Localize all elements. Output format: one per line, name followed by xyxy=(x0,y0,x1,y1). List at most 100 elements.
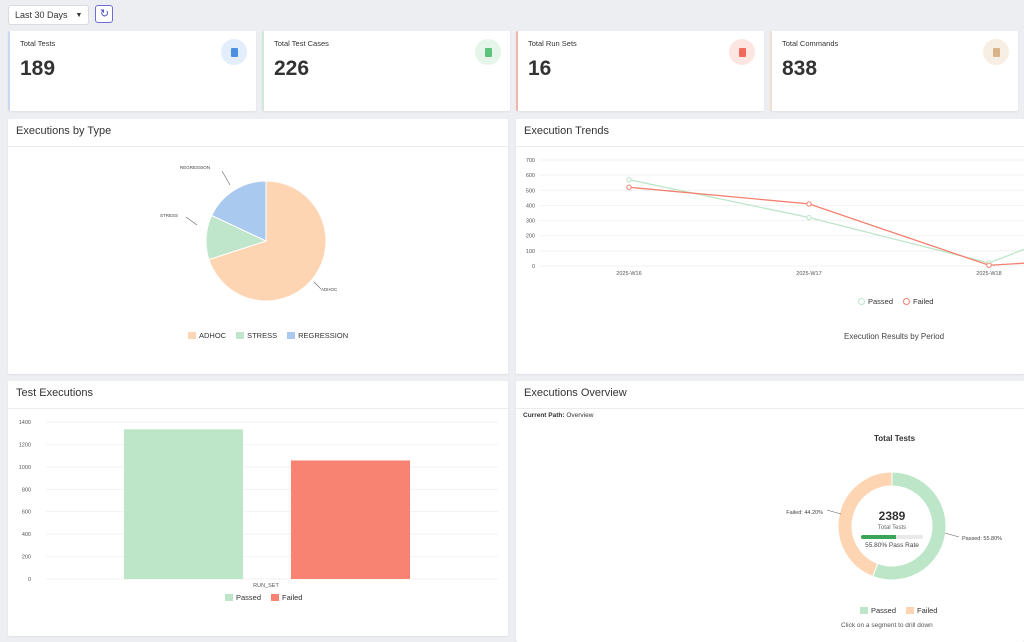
data-point[interactable] xyxy=(986,262,992,268)
data-point[interactable] xyxy=(626,184,632,190)
legend-item-passed[interactable]: Passed xyxy=(860,606,896,615)
date-range-label: Last 30 Days xyxy=(15,10,68,20)
legend-item-passed[interactable]: Passed xyxy=(858,297,893,306)
legend-item-failed[interactable]: Failed xyxy=(271,593,302,602)
y-tick-label: 500 xyxy=(526,188,535,194)
legend-item-adhoc[interactable]: ADHOC xyxy=(188,331,226,340)
drill-down-hint: Click on a segment to drill down xyxy=(841,622,933,629)
legend-label: Passed xyxy=(236,593,262,602)
total-tests-label: Total Tests xyxy=(877,525,907,531)
pass-rate-text: 55.80% Pass Rate xyxy=(865,542,919,549)
data-point[interactable] xyxy=(806,214,812,221)
data-point[interactable] xyxy=(626,176,632,183)
x-tick-label: 2025-W17 xyxy=(796,271,821,277)
panel-title: Test Executions xyxy=(16,387,94,399)
overview-legend: Passed Failed xyxy=(860,606,937,615)
panel-title: Execution Trends xyxy=(524,125,609,137)
pie-slice-regression[interactable] xyxy=(211,180,267,242)
y-tick-label: 600 xyxy=(22,510,31,516)
breadcrumb-value[interactable]: Overview xyxy=(566,412,594,419)
panel-executions-by-type: Executions by Type ADHOC STRESS REGRESSION… xyxy=(8,119,508,374)
pie-slice-adhoc[interactable] xyxy=(208,180,327,302)
total-tests-value: 2389 xyxy=(878,509,906,523)
date-range-select[interactable]: Last 30 Days ▼ xyxy=(8,5,90,25)
slice-label-line xyxy=(313,281,322,290)
chevron-down-icon: ▼ xyxy=(75,11,83,19)
x-tick-label: 2025-W18 xyxy=(976,271,1001,277)
legend-label: Passed xyxy=(868,297,894,306)
legend-label: Failed xyxy=(917,606,938,615)
refresh-button[interactable]: ↻ xyxy=(95,5,114,23)
donut-segment-failed[interactable] xyxy=(837,471,893,578)
slice-label: Passed: 55.80% xyxy=(962,536,1002,542)
series-line-failed xyxy=(628,186,1024,266)
stat-value: 16 xyxy=(528,57,552,80)
breadcrumb: Current Path: Overview xyxy=(523,412,593,419)
stat-value: 838 xyxy=(782,57,818,80)
donut-center: 2389 Total Tests 55.80% Pass Rate xyxy=(832,509,952,549)
slice-label-line xyxy=(185,216,198,226)
trends-legend: Passed Failed xyxy=(858,297,933,306)
legend-item-passed[interactable]: Passed xyxy=(225,593,261,602)
panel-executions-overview: Executions Overview Current Path: Overvi… xyxy=(516,381,1024,642)
slice-label-line xyxy=(221,170,231,186)
pass-rate-fill xyxy=(861,535,896,539)
run-sets-icon xyxy=(729,39,755,65)
pass-rate-bar xyxy=(861,535,923,539)
stat-label: Total Test Cases xyxy=(274,39,329,48)
y-tick-label: 1200 xyxy=(19,442,31,448)
x-tick-label: 2025-W16 xyxy=(616,271,641,277)
slice-label: Failed: 44.20% xyxy=(786,510,823,516)
panel-execution-trends: Execution Trends 0 100 200 300 400 500 600 700 2… xyxy=(516,119,1024,374)
x-tick-label: RUN_SET xyxy=(253,583,279,589)
bar-passed[interactable] xyxy=(124,429,243,579)
legend-item-stress[interactable]: STRESS xyxy=(236,331,277,340)
y-tick-label: 800 xyxy=(22,487,31,493)
y-tick-label: 200 xyxy=(22,555,31,561)
y-tick-label: 0 xyxy=(532,264,535,270)
panel-title: Executions Overview xyxy=(524,387,627,399)
stat-value: 189 xyxy=(20,57,56,80)
stat-card-total-run-sets: Total Run Sets 16 xyxy=(516,31,764,111)
executions-overview-chart[interactable]: Passed: 55.80% Failed: 44.20% xyxy=(516,381,1024,642)
execution-trends-chart: 0 100 200 300 400 500 600 700 2025-W16 2025-W17 20… xyxy=(526,158,1024,277)
legend-item-failed[interactable]: Failed xyxy=(903,297,933,306)
legend-label: STRESS xyxy=(247,331,278,340)
refresh-icon: ↻ xyxy=(99,7,110,20)
legend-label: Failed xyxy=(913,297,934,306)
overview-chart-title: Total Tests xyxy=(874,434,916,443)
tests-icon xyxy=(221,39,247,65)
legend-item-failed[interactable]: Failed xyxy=(906,606,937,615)
y-tick-label: 1000 xyxy=(19,465,31,471)
y-tick-label: 100 xyxy=(526,249,535,255)
legend-label: Failed xyxy=(282,593,303,602)
stat-label: Total Tests xyxy=(20,39,56,48)
legend-item-regression[interactable]: REGRESSION xyxy=(287,331,348,340)
data-point[interactable] xyxy=(806,201,812,207)
trends-caption: Execution Results by Period xyxy=(844,332,945,341)
test-executions-chart: 0 200 400 600 800 1000 1200 1400 RUN_SET xyxy=(19,420,498,589)
legend-label: REGRESSION xyxy=(298,331,349,340)
stat-label: Total Run Sets xyxy=(528,39,577,48)
test-cases-icon xyxy=(475,39,501,65)
legend-label: Passed xyxy=(871,606,897,615)
bar-failed[interactable] xyxy=(291,460,410,579)
panel-test-executions: Test Executions 0 200 400 600 800 1000 1200 140… xyxy=(8,381,508,636)
y-tick-label: 600 xyxy=(526,173,535,179)
stat-card-total-commands: Total Commands 838 xyxy=(770,31,1018,111)
test-exec-legend: Passed Failed xyxy=(225,593,302,602)
y-tick-label: 700 xyxy=(526,158,535,164)
commands-icon xyxy=(983,39,1009,65)
legend-label: ADHOC xyxy=(199,331,227,340)
toolbar: Last 30 Days ▼ ↻ xyxy=(8,5,114,25)
slice-label-line xyxy=(826,509,842,515)
by-type-legend: ADHOC STRESS REGRESSION xyxy=(188,331,348,340)
y-tick-label: 300 xyxy=(526,219,535,225)
slice-label-line xyxy=(944,532,960,538)
breadcrumb-label: Current Path: xyxy=(523,412,565,419)
y-tick-label: 400 xyxy=(526,203,535,209)
series-line-passed xyxy=(628,179,1024,264)
stat-card-total-test-cases: Total Test Cases 226 xyxy=(262,31,510,111)
stat-label: Total Commands xyxy=(782,39,839,48)
